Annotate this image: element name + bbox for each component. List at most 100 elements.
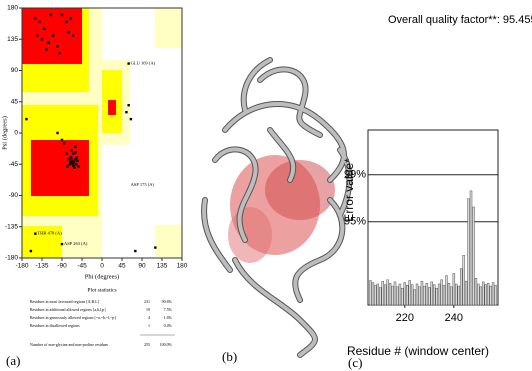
bar xyxy=(458,286,460,305)
bar xyxy=(387,280,389,305)
x-tick-label: -90 xyxy=(57,263,67,270)
annotation: GLU 169 (A) xyxy=(131,61,156,66)
x-tick-label: -45 xyxy=(77,263,87,270)
plot-frame xyxy=(368,130,498,305)
data-point xyxy=(67,158,69,160)
ramachandran-regions xyxy=(22,8,182,258)
stats-label: Residues in most favoured regions [A,B,L… xyxy=(30,299,100,305)
bar xyxy=(404,283,406,305)
bar xyxy=(443,285,445,305)
data-point xyxy=(56,132,58,134)
panel-label: (b) xyxy=(222,349,237,364)
stats-percent: 100.0% xyxy=(160,342,173,347)
x-tick-label: -180 xyxy=(15,263,28,270)
bar xyxy=(441,280,443,305)
data-point xyxy=(134,250,136,252)
bar xyxy=(369,281,371,306)
bar xyxy=(394,282,396,305)
bar xyxy=(431,282,433,305)
bar xyxy=(384,285,386,305)
bar xyxy=(411,285,413,305)
stats-label: Residues in disallowed regions xyxy=(30,323,80,328)
pocket-surface xyxy=(265,160,335,220)
data-point xyxy=(130,118,132,120)
x-tick-label: 135 xyxy=(157,263,168,270)
data-point xyxy=(72,35,74,37)
bar xyxy=(377,284,379,305)
annotation: THR 478 (A) xyxy=(37,231,62,236)
bar xyxy=(416,284,418,305)
bar xyxy=(490,286,492,305)
stats-percent: 0.4% xyxy=(164,323,173,328)
bar xyxy=(465,281,467,305)
y-tick-label: 135 xyxy=(7,36,18,43)
data-point xyxy=(61,139,63,141)
x-tick-label: 90 xyxy=(138,263,146,270)
bar xyxy=(396,287,398,305)
panel-label: (a) xyxy=(6,353,20,368)
data-point xyxy=(70,157,72,159)
stats-count: 255 xyxy=(144,342,150,347)
data-point xyxy=(72,153,74,155)
bar xyxy=(374,285,376,305)
bar xyxy=(389,283,391,305)
data-point xyxy=(70,17,72,19)
bar xyxy=(382,281,384,305)
region-generous xyxy=(155,225,182,258)
bar xyxy=(414,290,416,305)
bar xyxy=(399,284,401,305)
bar xyxy=(372,283,374,305)
bar xyxy=(428,288,430,306)
y-axis-label: Error value* xyxy=(342,158,356,222)
bar xyxy=(468,199,470,305)
stats-label: Number of non-glycine and non-proline re… xyxy=(30,342,109,347)
x-tick-label: 0 xyxy=(100,263,104,270)
region-favoured xyxy=(31,140,89,196)
annotation: ASP 175 (A) xyxy=(131,182,155,187)
y-tick-label: 45 xyxy=(11,98,19,105)
bar xyxy=(401,288,403,305)
data-point xyxy=(71,149,73,151)
data-point xyxy=(125,111,127,113)
data-point xyxy=(74,158,76,160)
x-tick-label: 240 xyxy=(445,312,463,324)
data-point xyxy=(69,161,71,163)
stats-label: Residues in additional allowed regions [… xyxy=(30,307,106,313)
data-point xyxy=(127,104,129,106)
region-generous xyxy=(155,8,182,48)
data-point xyxy=(36,35,38,37)
bar xyxy=(480,287,482,305)
data-point xyxy=(69,163,71,165)
data-point xyxy=(65,153,67,155)
bar xyxy=(463,255,465,305)
data-point xyxy=(73,167,75,169)
stats-count: 1 xyxy=(148,323,150,328)
data-point xyxy=(63,142,65,144)
x-axis-label: Residue # (window center) xyxy=(347,344,489,358)
bar xyxy=(495,285,497,305)
bar xyxy=(423,286,425,305)
y-tick-label: 180 xyxy=(7,5,18,12)
data-point xyxy=(74,146,76,148)
bar xyxy=(433,285,435,305)
bar xyxy=(438,284,440,305)
bar xyxy=(460,269,462,305)
stats-label: Residues in generously allowed regions [… xyxy=(30,315,116,321)
x-tick-label: -135 xyxy=(35,263,48,270)
y-tick-label: -90 xyxy=(9,192,19,199)
bar xyxy=(392,286,394,305)
stats-count: 4 xyxy=(148,315,150,320)
bar xyxy=(379,288,381,306)
data-point xyxy=(61,14,63,16)
data-point xyxy=(39,21,41,23)
data-point xyxy=(72,164,74,166)
annotation: ASP 263 (A) xyxy=(64,241,88,246)
y-axis-label: Psi (degrees) xyxy=(1,116,8,150)
data-point xyxy=(75,156,77,158)
bar xyxy=(472,207,474,305)
protein-structure xyxy=(204,60,349,355)
data-point xyxy=(56,45,58,47)
pocket-surface xyxy=(228,207,272,263)
x-tick-label: 45 xyxy=(118,263,126,270)
data-point xyxy=(30,250,32,252)
